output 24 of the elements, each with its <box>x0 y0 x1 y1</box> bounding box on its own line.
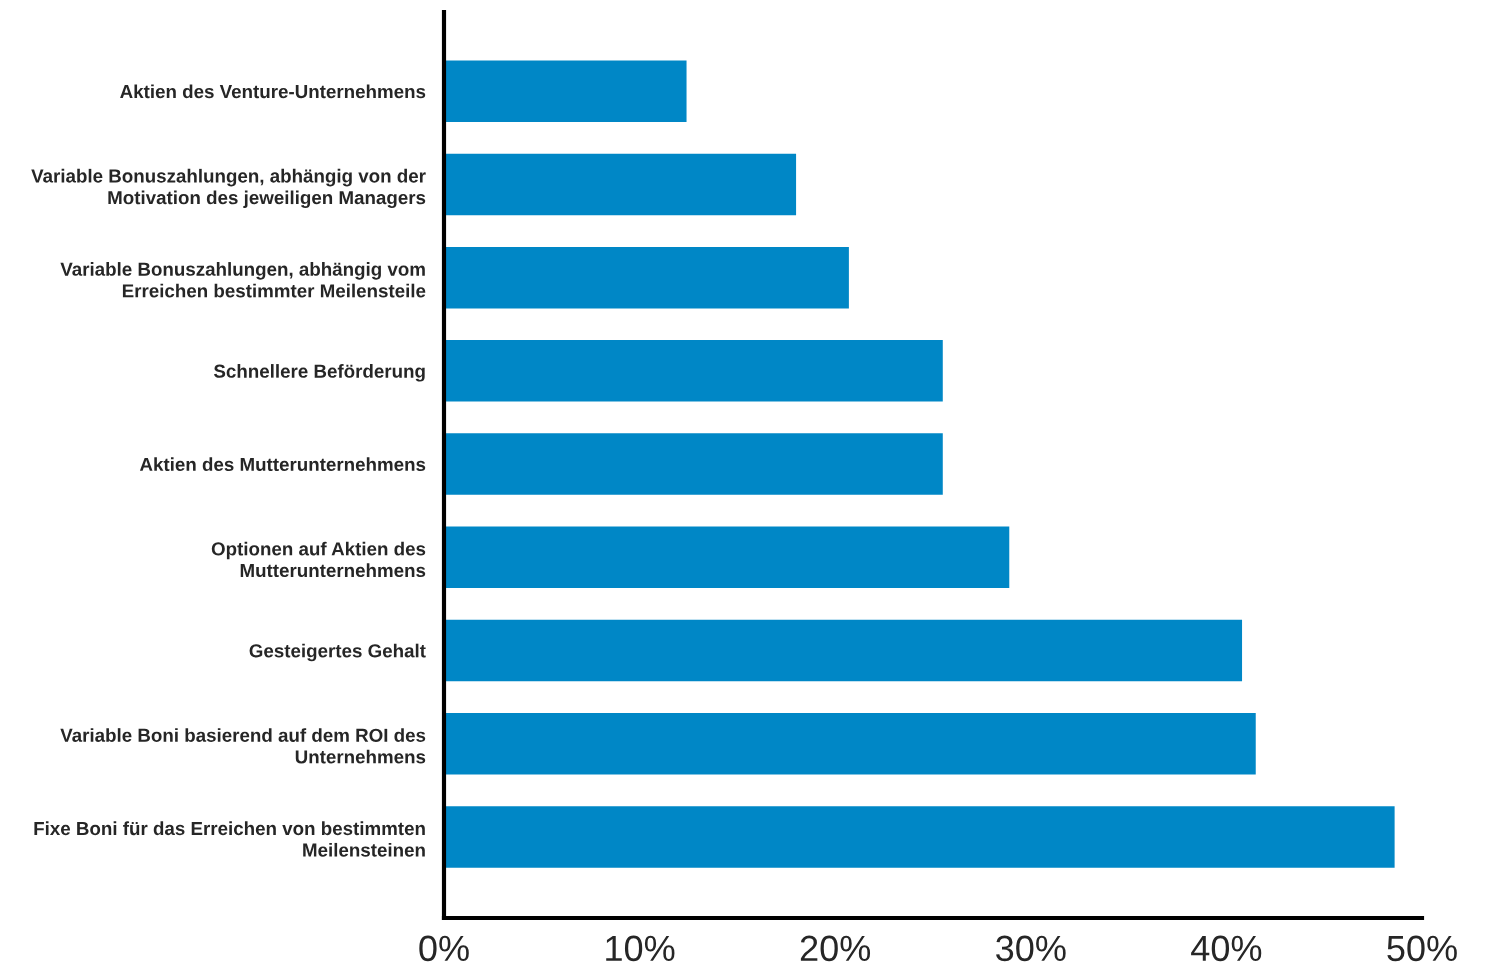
x-tick-label: 50% <box>1387 935 1457 962</box>
x-tick-label: 0% <box>419 935 469 962</box>
y-tick-label: Variable Bonuszahlungen, abhängig vom Erreichen bestimmter Meilensteile <box>60 262 426 298</box>
y-tick-label: Aktien des Mutterunternehmens <box>139 457 426 472</box>
bar <box>444 340 943 402</box>
bar <box>444 526 1010 589</box>
x-tick-label: 40% <box>1191 935 1262 962</box>
y-tick-label: Optionen auf Aktien des Mutterunternehmens <box>211 541 426 578</box>
x-tick-label: 20% <box>800 935 871 962</box>
bar <box>444 806 1395 868</box>
y-tick-label: Aktien des Venture-Unternehmens <box>120 84 426 99</box>
bar <box>444 60 687 122</box>
x-tick-label: 30% <box>996 935 1066 962</box>
y-tick-label: Schnellere Beförderung <box>213 364 425 382</box>
bar <box>444 712 1256 775</box>
bar <box>444 619 1243 682</box>
y-tick-label: Fixe Boni für das Erreichen von bestimmten Meilensteinen <box>34 821 425 857</box>
y-tick-label: Variable Bonuszahlungen, abhängig von der Motivation des jeweiligen Managers <box>31 168 426 209</box>
y-tick-label: Variable Boni basierend auf dem ROI des Unternehmens <box>60 728 426 764</box>
bar <box>444 153 797 216</box>
x-tick-label: 10% <box>606 935 675 962</box>
bar <box>444 246 849 309</box>
bar <box>444 433 943 495</box>
y-tick-label: Gesteigertes Gehalt <box>249 643 426 662</box>
